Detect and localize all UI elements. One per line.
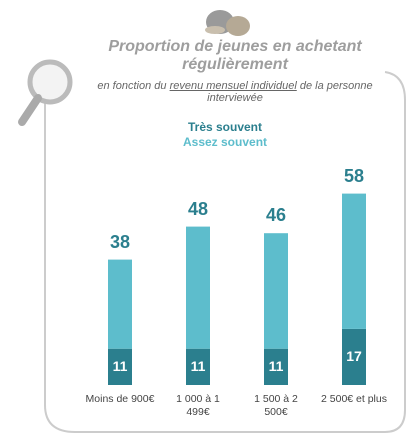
bar-segment	[264, 348, 288, 385]
subtitle-part: de la personne interviewée	[207, 80, 373, 104]
bar-segment	[186, 226, 210, 349]
magnifier-handle	[18, 94, 42, 126]
category-label: 1 500 à 2 500€	[254, 393, 298, 418]
title: Proportion de jeunes en achetant réguliè…	[108, 38, 362, 73]
coin	[226, 16, 250, 36]
bar-segment	[108, 348, 132, 385]
subtitle-part: en fonction du	[97, 80, 167, 92]
magnifier	[27, 59, 73, 105]
segment-label: 17	[346, 347, 362, 364]
subtitle: en fonction du revenu mensuel individuel…	[90, 80, 380, 104]
segment-label: 11	[112, 357, 128, 374]
segment-label: 11	[190, 357, 206, 374]
bar-segment	[108, 259, 132, 349]
segment-label: 11	[268, 357, 284, 374]
coin	[205, 26, 225, 34]
legend-entry: Très souvent	[187, 120, 263, 134]
category-label: Moins de 900€	[85, 393, 155, 405]
total-label: 46	[265, 205, 287, 226]
category-label: 2 500€ et plus	[321, 393, 387, 405]
bar-segment	[342, 193, 366, 329]
total-label: 38	[109, 231, 131, 252]
bar-segment	[264, 233, 288, 349]
legend-entry: Assez souvent	[182, 135, 268, 149]
bar-segment	[342, 328, 366, 385]
subtitle-underlined: revenu mensuel individuel	[169, 80, 297, 92]
category-label: 1 000 à 1 499€	[176, 393, 220, 418]
total-label: 58	[343, 165, 365, 186]
bar-segment	[186, 348, 210, 385]
total-label: 48	[187, 198, 209, 219]
